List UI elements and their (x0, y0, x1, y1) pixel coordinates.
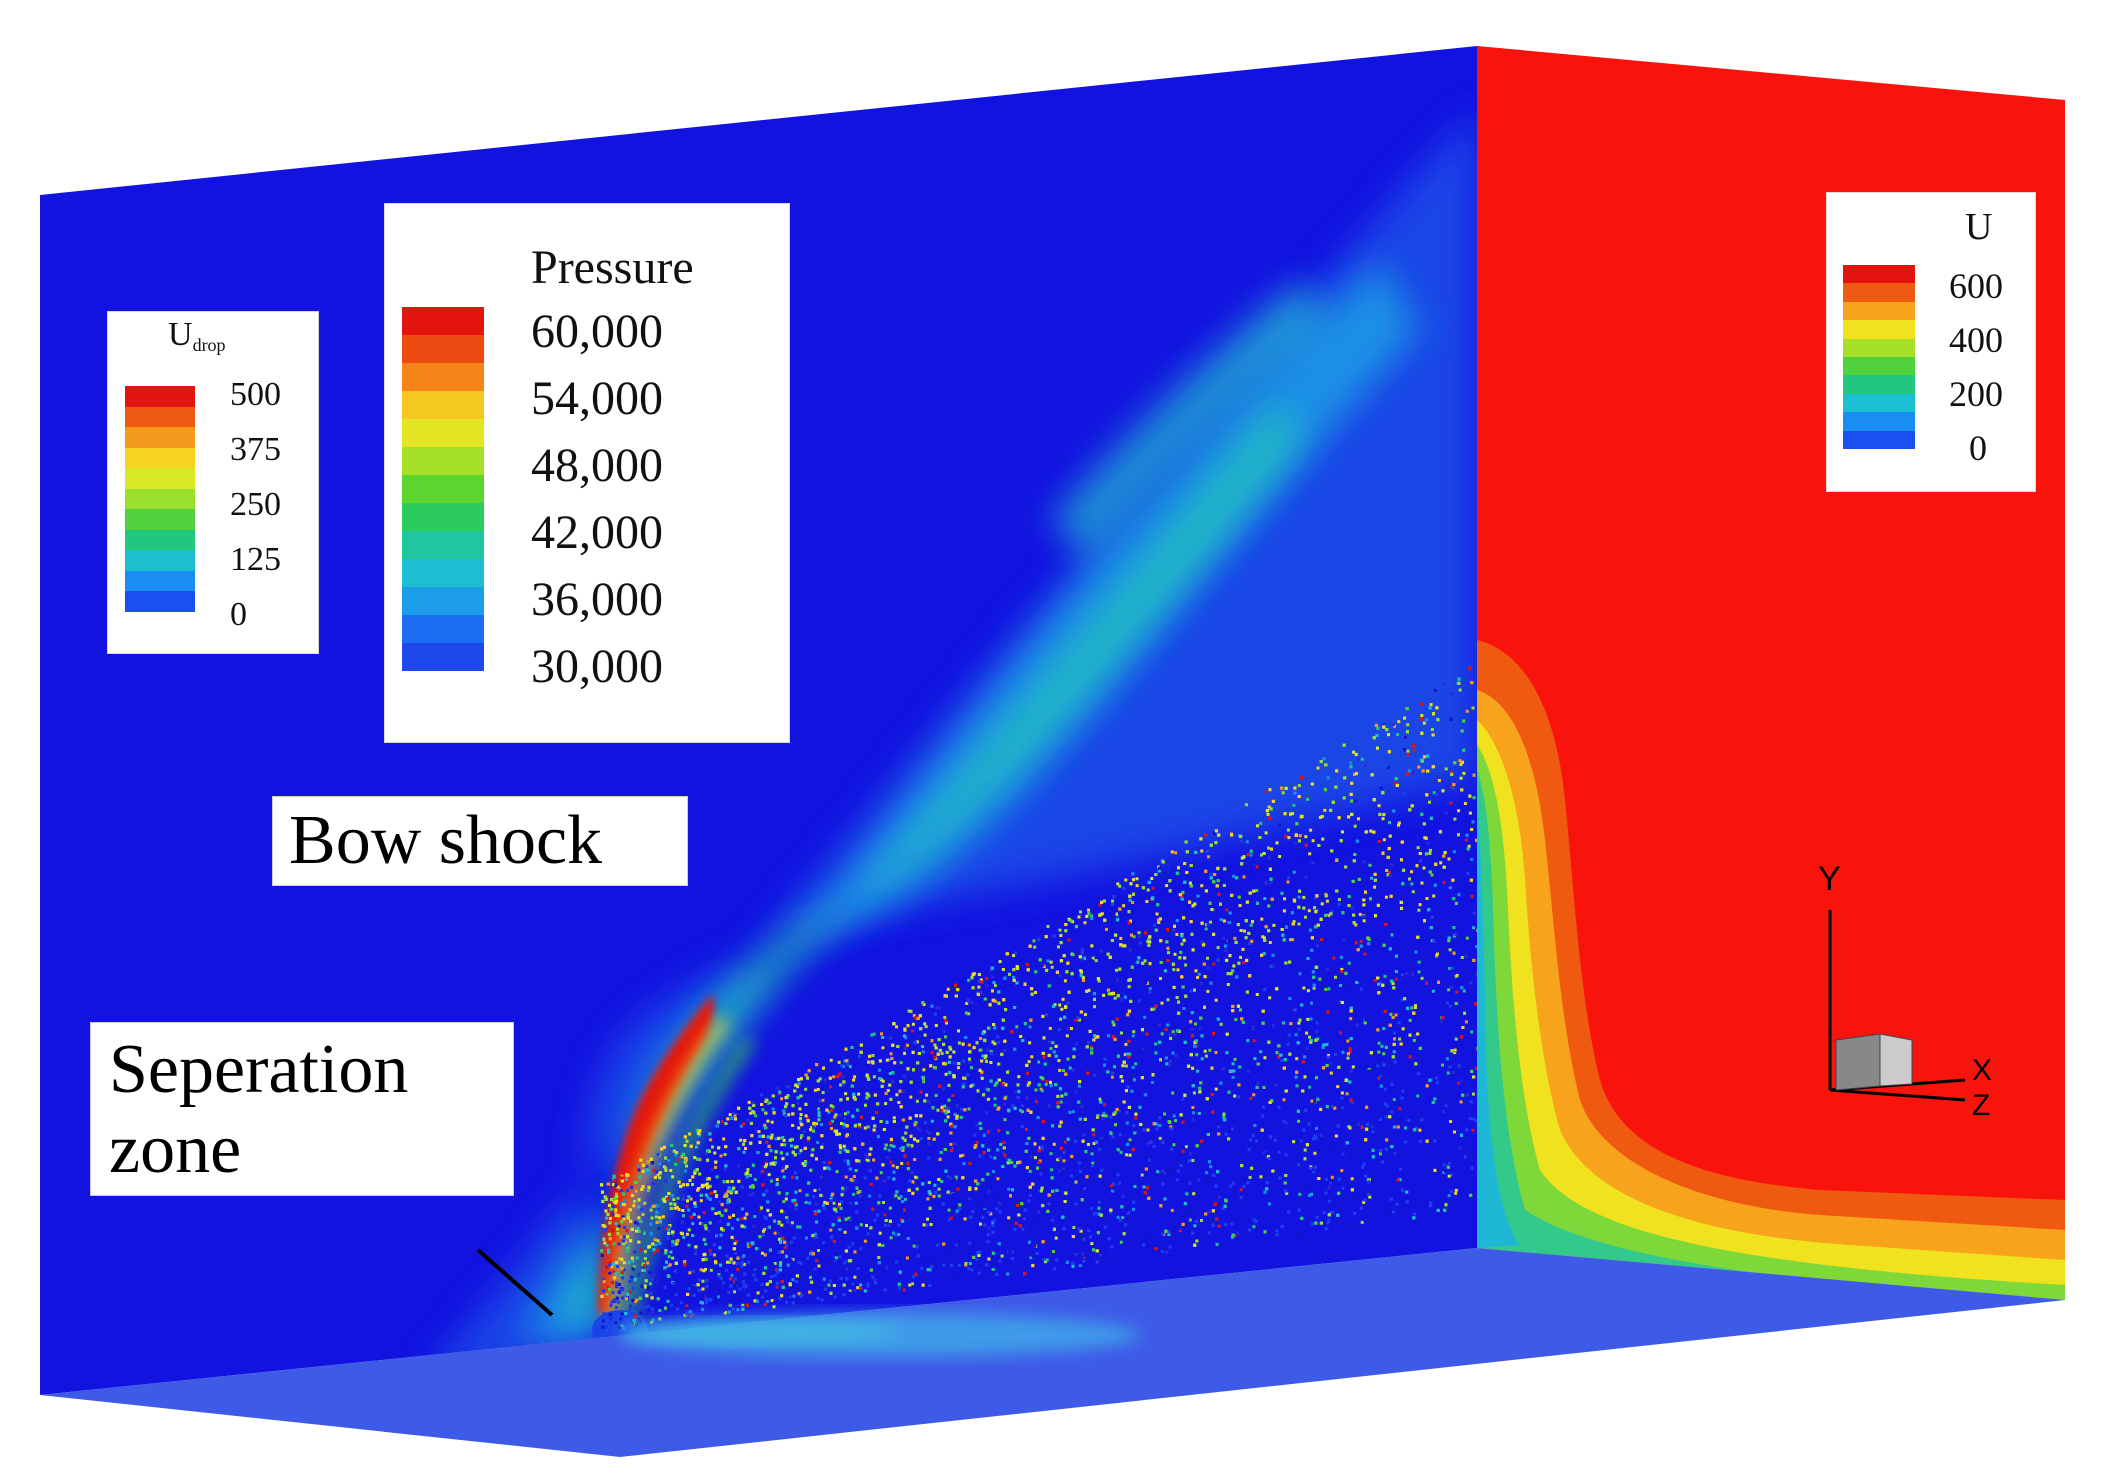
colorbar-band (125, 591, 195, 612)
pressure-tick: 60,000 (531, 305, 663, 358)
bow-shock-label: Bow shock (272, 796, 688, 886)
colorbar-band (402, 419, 484, 447)
colorbar-band (125, 447, 195, 469)
separation-leader-line (476, 1248, 554, 1317)
axis-x-label: X (1972, 1054, 1992, 1087)
pressure-tick: 30,000 (531, 640, 663, 693)
colorbar-band (402, 643, 484, 671)
pressure-tick: 48,000 (531, 439, 663, 492)
axis-z-label: Z (1972, 1089, 1990, 1122)
colorbar-band (1843, 430, 1915, 449)
colorbar-band (1843, 356, 1915, 376)
u-tick: 200 (1949, 374, 2003, 414)
pressure-legend: Pressure 60,000 54,000 48,000 42,000 36,… (384, 203, 790, 743)
colorbar-band (125, 488, 195, 510)
colorbar-band (402, 531, 484, 559)
pressure-colorbar (402, 307, 484, 671)
pressure-tick: 54,000 (531, 372, 663, 425)
colorbar-band (125, 406, 195, 428)
udrop-tick: 500 (230, 376, 281, 413)
udrop-colorbar (125, 386, 195, 612)
pressure-tick: 42,000 (531, 506, 663, 559)
colorbar-band (1843, 320, 1915, 339)
colorbar-band (125, 529, 195, 551)
colorbar-band (402, 335, 484, 363)
axis-y-label: Y (1818, 860, 1841, 898)
u-tick: 600 (1949, 266, 2003, 306)
colorbar-band (125, 468, 195, 489)
colorbar-band (1843, 301, 1915, 321)
u-legend-title: U (1965, 206, 1993, 248)
separation-zone-label: Seperation zone (90, 1022, 514, 1196)
pressure-tick: 36,000 (531, 573, 663, 626)
u-tick: 400 (1949, 320, 2003, 360)
velocity-field (1477, 640, 2065, 1300)
colorbar-band (1843, 338, 1915, 357)
colorbar-band (125, 427, 195, 448)
u-colorbar (1843, 265, 1915, 449)
colorbar-band (402, 559, 484, 587)
udrop-legend-title: Udrop (168, 316, 226, 355)
floor (40, 1248, 2065, 1457)
u-tick: 0 (1969, 428, 1987, 468)
colorbar-band (402, 615, 484, 643)
droplet-spray (600, 666, 1477, 1332)
colorbar-band (125, 570, 195, 592)
colorbar-band (1843, 412, 1915, 431)
colorbar-band (125, 550, 195, 571)
u-legend: U 600 400 200 0 (1826, 192, 2036, 492)
colorbar-band (1843, 265, 1915, 284)
colorbar-band (402, 307, 484, 335)
axis-triad: Y X Z (1818, 860, 1992, 1122)
colorbar-band (402, 447, 484, 475)
colorbar-band (1843, 375, 1915, 394)
pressure-legend-title: Pressure (531, 241, 694, 294)
colorbar-band (1843, 393, 1915, 413)
udrop-tick: 0 (230, 596, 247, 633)
colorbar-band (125, 386, 195, 407)
udrop-tick: 250 (230, 486, 281, 523)
colorbar-band (402, 587, 484, 615)
colorbar-band (402, 363, 484, 391)
pressure-field (420, 110, 1477, 1380)
udrop-tick: 375 (230, 431, 281, 468)
colorbar-band (402, 475, 484, 503)
udrop-tick: 125 (230, 541, 281, 578)
colorbar-band (125, 509, 195, 530)
colorbar-band (1843, 283, 1915, 302)
colorbar-band (402, 391, 484, 419)
colorbar-band (402, 503, 484, 531)
udrop-legend: Udrop 500 375 250 125 0 (107, 311, 319, 654)
